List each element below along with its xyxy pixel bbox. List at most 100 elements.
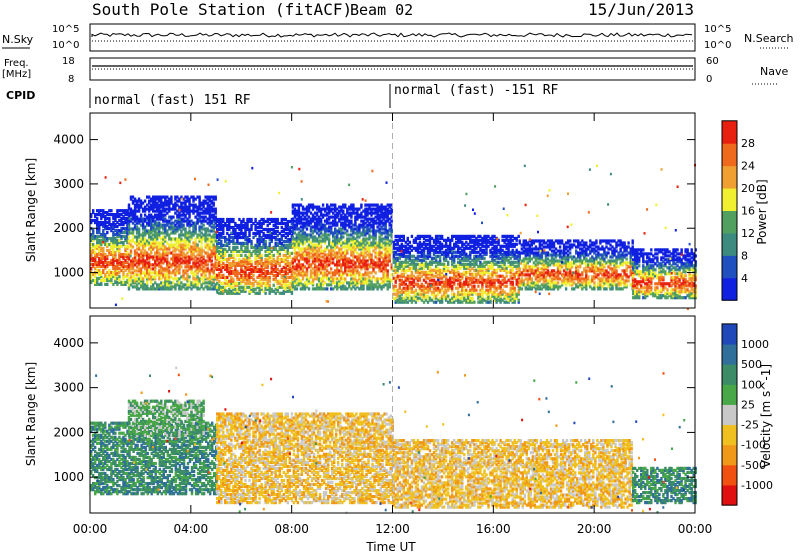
echo-cell [293,267,297,271]
echo-cell [162,261,165,265]
echo-cell [170,285,173,289]
echo-cell [340,285,343,289]
echo-cell [295,267,299,271]
echo-cell [258,251,261,255]
echo-cell [274,263,277,267]
echo-cell [305,211,309,215]
echo-cell [186,235,189,239]
echo-cell [388,255,391,259]
echo-cell [150,251,153,255]
echo-cell [234,249,237,253]
echo-cell [96,213,99,217]
echo-cell [463,298,466,302]
echo-cell [268,247,271,251]
echo-cell [100,239,103,243]
echo-cell [94,244,97,249]
echo-cell [156,207,159,211]
echo-cell [311,267,315,271]
echo-cell [131,199,135,203]
echo-cell [338,217,341,221]
echo-cell [286,231,289,236]
echo-cell [440,242,444,246]
echo-cell [160,261,163,265]
echo-cell [200,267,203,271]
echo-cell [342,245,345,249]
echo-cell [436,236,440,240]
echo-cell [166,253,169,257]
echo-cell [309,271,313,275]
echo-cell [176,247,179,251]
echo-cell [394,276,397,280]
echo-cell [396,292,399,296]
echo-cell [426,290,430,294]
echo-cell [212,235,215,239]
echo-cell [467,254,470,258]
echo-cell [102,262,105,267]
echo-cell [382,241,385,245]
echo-cell [96,209,99,213]
echo-cell [463,282,466,286]
echo-cell [451,236,454,240]
echo-cell [198,203,201,207]
echo-cell [240,285,243,289]
echo-cell [192,203,195,207]
echo-cell [382,275,385,279]
echo-cell [396,246,399,250]
echo-cell [276,241,279,245]
echo-cell [303,273,307,277]
echo-cell [208,287,211,291]
echo-cell [332,261,335,265]
echo-cell [216,277,219,281]
echo-cell [451,238,454,242]
echo-cell [321,227,325,231]
echo-cell [321,273,325,277]
echo-cell [414,294,418,298]
echo-cell [360,203,363,207]
echo-cell [366,209,369,213]
echo-cell [326,259,329,263]
echo-cell [461,294,464,298]
echo-cell [368,229,371,233]
echo-cell [214,267,217,271]
echo-cell [208,243,211,247]
echo-cell [299,221,303,225]
echo-cell [386,211,389,215]
echo-cell [250,253,253,257]
echo-cell [330,261,333,265]
echo-cell [212,271,215,275]
echo-cell [106,270,109,275]
echo-cell [230,291,233,295]
echo-cell [286,219,289,224]
echo-cell [344,231,347,235]
echo-cell [90,278,93,283]
echo-cell [266,233,269,238]
echo-cell [137,287,141,291]
echo-cell [465,234,468,238]
echo-cell [262,227,265,232]
echo-cell [160,267,163,271]
echo-cell [352,251,355,255]
echo-cell [114,244,117,249]
echo-cell [218,221,221,226]
echo-cell [141,265,145,269]
echo-cell [274,291,277,295]
echo-cell [118,252,121,257]
echo-cell [384,243,387,247]
echo-cell [364,277,367,281]
echo-cell [168,271,171,275]
echo-cell [266,275,269,279]
echo-cell [305,237,309,241]
echo-cell [366,241,369,245]
echo-cell [122,280,125,284]
echo-cell [315,207,319,211]
echo-cell [198,211,201,215]
echo-cell [90,256,93,261]
echo-cell [90,233,93,237]
echo-cell [240,221,243,226]
echo-cell [392,296,395,300]
echo-cell [358,255,361,259]
echo-cell [246,217,249,222]
echo-cell [100,221,103,225]
echo-cell [398,262,401,266]
echo-cell [323,231,327,235]
